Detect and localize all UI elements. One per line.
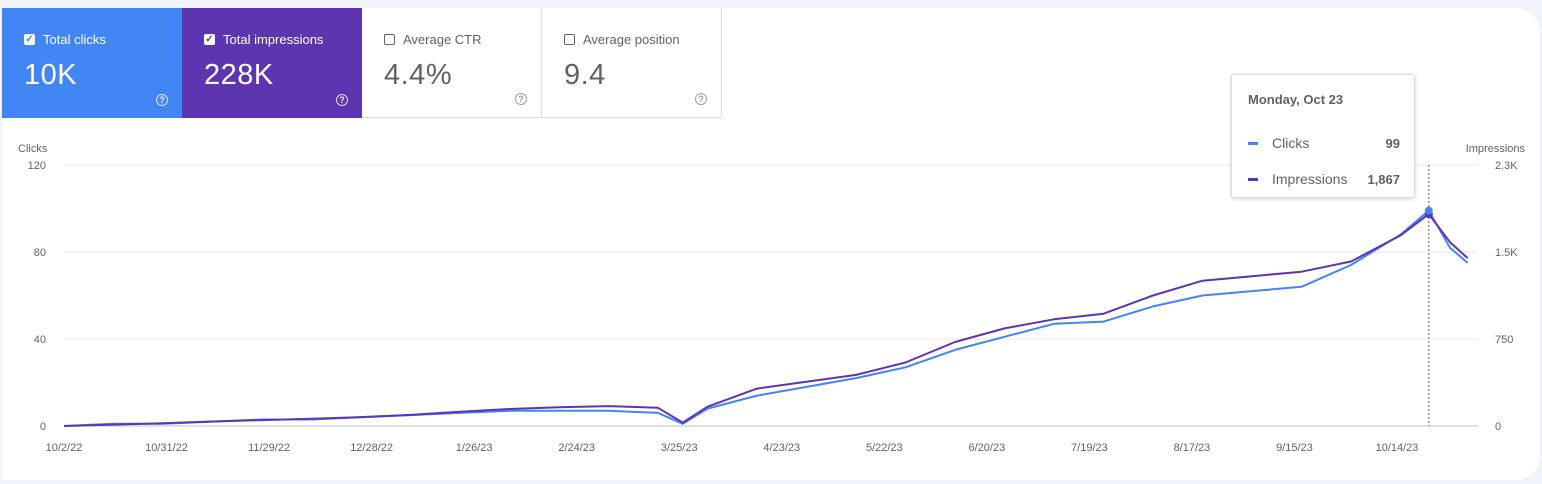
x-tick-label: 4/23/23 [763,442,800,454]
metric-total-clicks[interactable]: ✓ Total clicks 10K ? [2,8,182,118]
tooltip-date: Monday, Oct 23 [1248,92,1344,107]
clicks-swatch-icon [1248,141,1258,145]
chart-tooltip: Monday, Oct 23 Clicks 99 Impressions 1,8… [1231,74,1415,198]
metric-label: Total impressions [223,32,324,47]
x-tick-label: 2/24/23 [558,442,595,454]
x-tick-label: 9/15/23 [1276,442,1313,454]
y2-tick-label: 750 [1495,334,1513,346]
series-line-impressions [63,213,1469,427]
tooltip-row-clicks: Clicks 99 [1248,125,1400,161]
y2-axis-title: Impressions [1466,143,1526,155]
y-tick-label: 80 [34,247,46,259]
tooltip-label: Impressions [1272,171,1348,187]
y2-tick-label: 2.3K [1495,160,1518,172]
y-axis-title: Clicks [18,143,48,155]
help-circle-icon[interactable]: ? [515,93,527,105]
metric-value: 228K [204,59,274,91]
series-line-clicks [63,209,1469,427]
y2-tick-label: 1.5K [1495,247,1518,259]
x-tick-label: 10/31/22 [145,442,188,454]
tooltip-value: 99 [1385,135,1400,151]
metric-average-position[interactable]: Average position 9.4 ? [542,8,722,118]
tooltip-row-impressions: Impressions 1,867 [1248,161,1400,197]
x-tick-label: 5/22/23 [866,442,903,454]
y-tick-label: 120 [28,160,46,172]
performance-chart[interactable]: 0 0 40 750 80 1.5K 120 2.3K Clicks Impressions 10/… [2,8,1540,480]
tooltip-value: 1,867 [1367,171,1400,187]
x-tick-label: 8/17/23 [1174,442,1211,454]
x-tick-label: 3/25/23 [661,442,698,454]
checkbox-unchecked-icon[interactable] [384,34,395,45]
metric-label: Average position [583,32,680,47]
metric-value: 9.4 [564,59,606,91]
x-tick-label: 10/2/22 [46,442,83,454]
checkbox-checked-icon[interactable]: ✓ [24,33,35,45]
metric-total-impressions[interactable]: ✓ Total impressions 228K ? [182,8,362,118]
tooltip-label: Clicks [1272,135,1310,151]
hover-point-clicks [1424,206,1433,215]
metric-value: 10K [24,59,78,91]
checkbox-checked-icon[interactable]: ✓ [204,33,215,45]
checkbox-unchecked-icon[interactable] [564,34,575,45]
metric-average-ctr[interactable]: Average CTR 4.4% ? [362,8,542,118]
x-tick-label: 7/19/23 [1071,442,1108,454]
metric-value: 4.4% [384,59,453,91]
y-tick-label: 0 [40,421,46,433]
x-tick-label: 10/14/23 [1376,442,1419,454]
x-tick-label: 1/26/23 [456,442,493,454]
metric-label: Average CTR [403,32,482,47]
x-tick-label: 6/20/23 [968,442,1005,454]
y2-tick-label: 0 [1495,421,1501,433]
help-circle-icon[interactable]: ? [156,94,168,106]
metric-label: Total clicks [43,32,106,47]
x-tick-label: 11/29/22 [248,442,290,454]
impressions-swatch-icon [1248,177,1258,181]
x-tick-label: 12/28/22 [350,442,393,454]
y-tick-label: 40 [34,334,46,346]
help-circle-icon[interactable]: ? [336,94,348,106]
help-circle-icon[interactable]: ? [695,93,707,105]
performance-card: ✓ Total clicks 10K ? ✓ Total impressions… [2,8,1540,480]
